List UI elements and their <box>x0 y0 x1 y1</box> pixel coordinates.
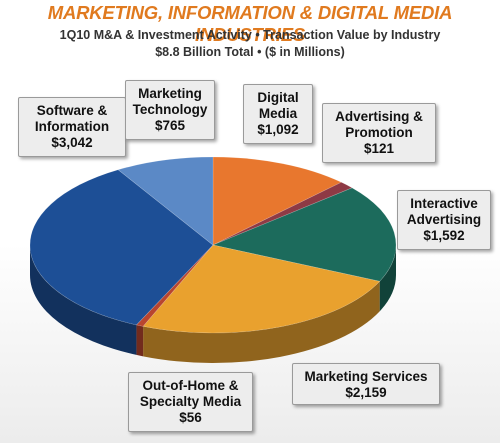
pie-slice-interactive-advertising <box>211 187 397 282</box>
callout-advertising-promotion: Advertising & Promotion $121 <box>322 103 436 163</box>
pie-side-out-of-home-specialty-media <box>136 324 144 357</box>
callout-adv-value: $121 <box>363 141 395 156</box>
callout-mservices-value: $2,159 <box>345 385 387 400</box>
pie-side-marketing-services <box>143 281 380 363</box>
pie-slice-software-information <box>29 169 214 326</box>
pie-slice-advertising-promotion <box>212 181 353 246</box>
callout-marketing-technology: Marketing Technology $765 <box>125 80 215 140</box>
callout-software-value: $3,042 <box>51 135 93 150</box>
pie-slice-marketing-services <box>142 244 381 334</box>
callout-mtech-value: $765 <box>154 118 186 133</box>
callout-interactive-advertising: Interactive Advertising $1,592 <box>397 190 491 250</box>
callout-ooh-name: Out-of-Home & Specialty Media <box>139 378 242 409</box>
chart-subtitle-line2: $8.8 Billion Total • ($ in Millions) <box>155 45 345 59</box>
callout-digital-value: $1,092 <box>257 122 299 137</box>
pie-slice-digital-media <box>212 156 343 246</box>
callout-software-name: Software & Information <box>34 103 110 134</box>
pie-slice-marketing-technology <box>117 156 214 246</box>
callout-marketing-services: Marketing Services $2,159 <box>292 363 440 405</box>
pie-slice-out-of-home-specialty-media <box>135 244 214 327</box>
pie-side-software-information <box>29 245 137 355</box>
callout-adv-name: Advertising & Promotion <box>335 109 423 140</box>
callout-interactive-value: $1,592 <box>423 228 465 243</box>
callout-interactive-name: Interactive Advertising <box>406 196 482 227</box>
callout-software-information: Software & Information $3,042 <box>18 97 126 157</box>
callout-mtech-name: Marketing Technology <box>132 86 208 117</box>
callout-ooh-value: $56 <box>179 410 202 425</box>
callout-digital-media: Digital Media $1,092 <box>243 84 313 144</box>
callout-digital-name: Digital Media <box>257 90 299 121</box>
pie-side-interactive-advertising <box>379 245 396 312</box>
chart-subtitle-line1: 1Q10 M&A & Investment Activity • Transac… <box>59 28 441 42</box>
callout-out-of-home: Out-of-Home & Specialty Media $56 <box>128 372 253 432</box>
chart-title: MARKETING, INFORMATION & DIGITAL MEDIA I… <box>47 2 453 45</box>
callout-mservices-name: Marketing Services <box>304 369 428 384</box>
